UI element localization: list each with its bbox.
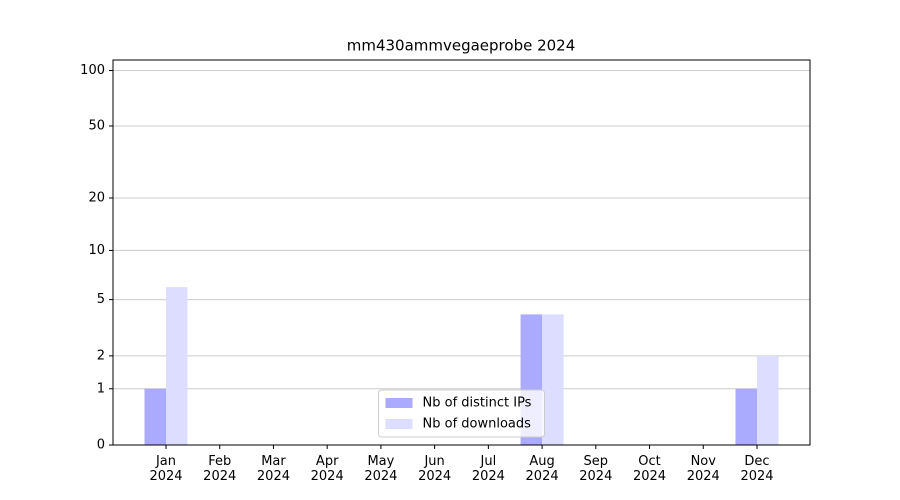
x-tick-label: Apr 2024 (310, 454, 344, 484)
legend-label: Nb of downloads (423, 417, 532, 432)
legend-label: Nb of distinct IPs (423, 396, 532, 411)
x-tick-label: Feb 2024 (203, 454, 237, 484)
y-tick-label: 20 (88, 190, 105, 205)
y-tick-label: 1 (97, 381, 105, 396)
y-tick-label: 5 (97, 292, 105, 307)
legend-swatch (385, 419, 413, 429)
x-tick-label: Dec 2024 (740, 454, 774, 484)
legend-swatch (385, 398, 413, 408)
x-tick-label: May 2024 (364, 454, 398, 484)
x-tick-label: Jul 2024 (471, 454, 505, 484)
bar (144, 388, 166, 445)
legend: Nb of distinct IPs Nb of downloads (378, 389, 545, 438)
x-tick-label: Jan 2024 (149, 454, 183, 484)
y-tick-label: 0 (97, 438, 105, 453)
x-tick-label: Jun 2024 (418, 454, 452, 484)
x-tick-label: Oct 2024 (632, 454, 667, 484)
bar (757, 355, 779, 445)
x-tick-label: Aug 2024 (525, 454, 559, 484)
x-tick-label: Mar 2024 (256, 454, 290, 484)
plot-frame (112, 59, 811, 446)
y-tick-label: 10 (88, 243, 105, 258)
x-tick-label: Nov 2024 (686, 454, 720, 484)
bar (735, 388, 757, 445)
x-tick-label: Sep 2024 (579, 454, 613, 484)
chart-title: mm430ammvegaeprobe 2024 (347, 37, 576, 55)
y-tick-label: 100 (80, 63, 105, 78)
y-tick-label: 2 (97, 348, 105, 363)
bar (166, 287, 188, 445)
y-tick-label: 50 (88, 118, 105, 133)
bar (542, 314, 564, 445)
legend-box (378, 389, 545, 438)
